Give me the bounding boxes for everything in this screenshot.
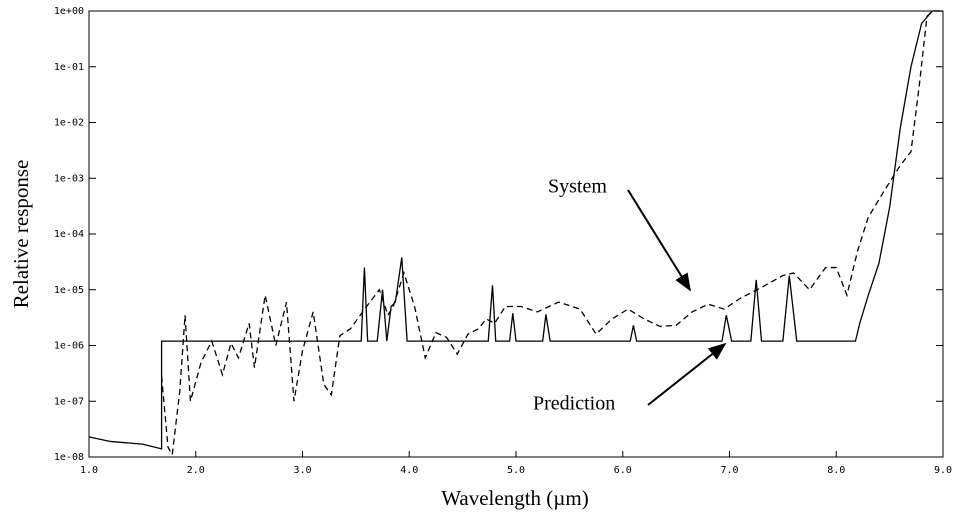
annotation: Prediction bbox=[533, 393, 615, 415]
annotation-arrow bbox=[647, 342, 727, 406]
y-tick-label: 1e-07 bbox=[54, 396, 84, 407]
x-tick-label: 1.0 bbox=[80, 465, 98, 476]
x-tick-label: 2.0 bbox=[187, 465, 205, 476]
annotation: System bbox=[548, 176, 607, 198]
series-line bbox=[88, 10, 943, 450]
x-tick-label: 9.0 bbox=[934, 465, 952, 476]
x-tick-label: 7.0 bbox=[720, 465, 738, 476]
x-tick-label: 3.0 bbox=[293, 465, 311, 476]
plot-frame bbox=[88, 10, 944, 458]
y-tick-label: 1e-06 bbox=[54, 341, 84, 352]
x-tick-label: 5.0 bbox=[507, 465, 525, 476]
x-tick-label: 4.0 bbox=[400, 465, 418, 476]
annotation-arrow bbox=[627, 189, 691, 292]
x-tick-label: 6.0 bbox=[614, 465, 632, 476]
y-tick-label: 1e-02 bbox=[54, 118, 84, 129]
y-tick-label: 1e-01 bbox=[54, 62, 84, 73]
x-axis-label: Wavelength (µm) bbox=[441, 486, 588, 510]
x-tick-label: 8.0 bbox=[827, 465, 845, 476]
y-axis-label: Relative response bbox=[9, 160, 33, 309]
y-tick-label: 1e-08 bbox=[54, 452, 84, 463]
y-tick-label: 1e-03 bbox=[54, 173, 84, 184]
y-tick-label: 1e-04 bbox=[54, 229, 84, 240]
y-tick-label: 1e-05 bbox=[54, 285, 84, 296]
series-line bbox=[160, 10, 943, 457]
y-tick-label: 1e+00 bbox=[54, 6, 84, 17]
